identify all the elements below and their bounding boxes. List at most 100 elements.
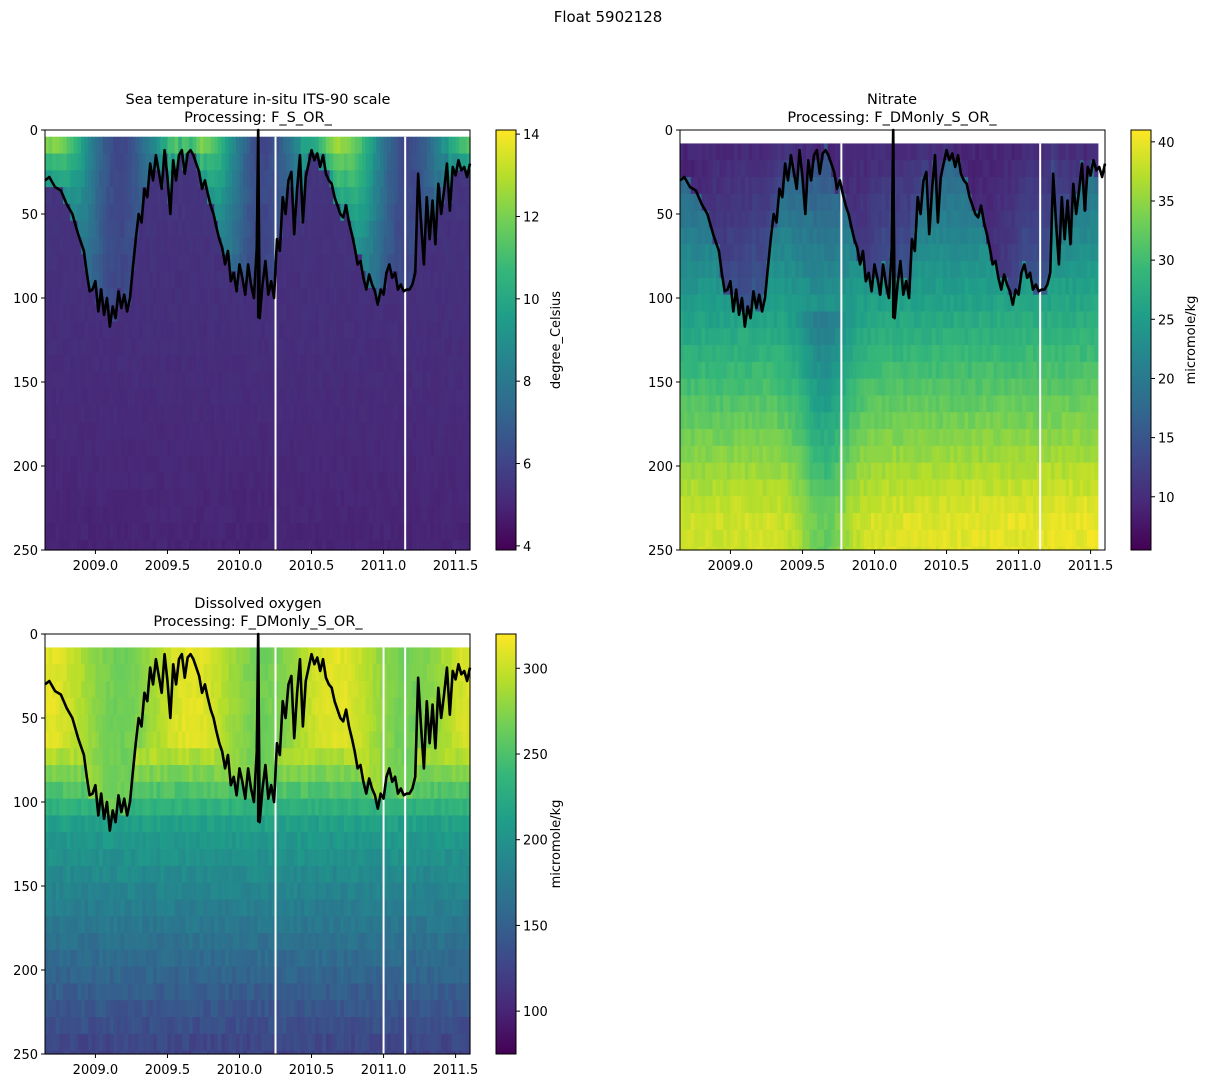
- heatmap-cell: [91, 271, 97, 289]
- heatmap-cell: [683, 277, 688, 296]
- x-tick-label: 2010.5: [289, 559, 335, 574]
- heatmap-cell: [860, 160, 865, 178]
- heatmap-cell: [953, 193, 958, 212]
- heatmap-cell: [820, 496, 825, 514]
- heatmap-cell: [701, 529, 706, 548]
- heatmap-cell: [59, 321, 64, 339]
- heatmap-cell: [84, 455, 89, 474]
- heatmap-cell: [683, 294, 688, 313]
- heatmap-cell: [257, 439, 262, 457]
- heatmap-cell: [311, 338, 316, 356]
- heatmap-cell: [390, 472, 395, 491]
- heatmap-cell: [336, 321, 341, 339]
- heatmap-cell: [441, 220, 446, 239]
- heatmap-cell: [102, 136, 107, 155]
- heatmap-cell: [701, 261, 706, 279]
- heatmap-cell: [744, 445, 750, 464]
- heatmap-cell: [163, 472, 169, 491]
- heatmap-cell: [831, 177, 836, 195]
- heatmap-cell: [387, 539, 392, 551]
- heatmap-cell: [867, 496, 872, 514]
- heatmap-cell: [784, 328, 789, 346]
- heatmap-cell: [903, 143, 908, 161]
- heatmap-cell: [113, 237, 118, 255]
- heatmap-cell: [412, 355, 417, 373]
- heatmap-cell: [806, 294, 811, 313]
- heatmap-cell: [214, 153, 219, 171]
- heatmap-cell: [257, 355, 262, 373]
- heatmap-cell: [705, 177, 710, 195]
- heatmap-cell: [217, 287, 223, 306]
- heatmap-cell: [145, 237, 151, 255]
- heatmap-cell: [942, 328, 948, 346]
- heatmap-cell: [950, 177, 955, 195]
- heatmap-cell: [885, 294, 890, 313]
- heatmap-cell: [160, 489, 165, 507]
- heatmap-cell: [268, 422, 273, 440]
- heatmap-cell: [297, 506, 302, 524]
- heatmap-cell: [950, 496, 955, 514]
- heatmap-cell: [734, 429, 739, 447]
- heatmap-cell: [347, 472, 352, 491]
- heatmap-cell: [910, 546, 915, 551]
- heatmap-cell: [719, 378, 724, 397]
- heatmap-cell: [397, 523, 403, 541]
- heatmap-cell: [921, 328, 926, 346]
- heatmap-cell: [113, 338, 118, 356]
- heatmap-cell: [232, 254, 237, 272]
- heatmap-cell: [878, 462, 883, 481]
- heatmap-cell: [708, 143, 714, 161]
- heatmap-cell: [950, 294, 955, 313]
- heatmap-cell: [762, 546, 768, 551]
- heatmap-cell: [127, 455, 133, 474]
- heatmap-cell: [831, 546, 836, 551]
- heatmap-cell: [917, 529, 922, 548]
- heatmap-cell: [408, 220, 413, 239]
- heatmap-cell: [741, 462, 746, 481]
- heatmap-cell: [766, 227, 771, 245]
- heatmap-cell: [914, 311, 919, 329]
- heatmap-cell: [466, 136, 471, 155]
- heatmap-cell: [397, 472, 403, 491]
- heatmap-cell: [394, 439, 399, 457]
- heatmap-cell: [228, 254, 233, 272]
- heatmap-cell: [942, 462, 948, 481]
- heatmap-cell: [160, 203, 165, 222]
- heatmap-cell: [343, 371, 349, 390]
- heatmap-cell: [174, 355, 179, 373]
- heatmap-cell: [716, 412, 721, 430]
- heatmap-cell: [705, 378, 710, 397]
- heatmap-cell: [379, 371, 385, 390]
- heatmap-cell: [325, 539, 331, 551]
- heatmap-cell: [329, 506, 334, 524]
- heatmap-cell: [694, 160, 699, 178]
- heatmap-cell: [874, 210, 879, 229]
- heatmap-cell: [336, 405, 341, 423]
- heatmap-cell: [444, 422, 449, 440]
- heatmap-cell: [466, 321, 471, 339]
- heatmap-cell: [246, 237, 251, 255]
- heatmap-cell: [730, 261, 735, 279]
- heatmap-cell: [307, 287, 313, 306]
- heatmap-cell: [419, 388, 424, 407]
- heatmap-cell: [712, 345, 717, 363]
- heatmap-cell: [59, 523, 64, 541]
- heatmap-cell: [70, 405, 75, 423]
- heatmap-cell: [964, 429, 969, 447]
- heatmap-cell: [798, 227, 804, 245]
- heatmap-cell: [261, 422, 266, 440]
- heatmap-cell: [444, 439, 449, 457]
- heatmap-cell: [221, 371, 226, 390]
- heatmap-cell: [322, 254, 327, 272]
- heatmap-cell: [924, 479, 930, 497]
- heatmap-cell: [171, 203, 176, 222]
- heatmap-cell: [430, 220, 435, 239]
- heatmap-cell: [135, 338, 140, 356]
- heatmap-cell: [405, 371, 410, 390]
- heatmap-cell: [99, 472, 104, 491]
- heatmap-cell: [737, 479, 742, 497]
- heatmap-cell: [282, 489, 287, 507]
- heatmap-cell: [849, 311, 854, 329]
- heatmap-cell: [401, 254, 406, 272]
- heatmap-cell: [899, 479, 904, 497]
